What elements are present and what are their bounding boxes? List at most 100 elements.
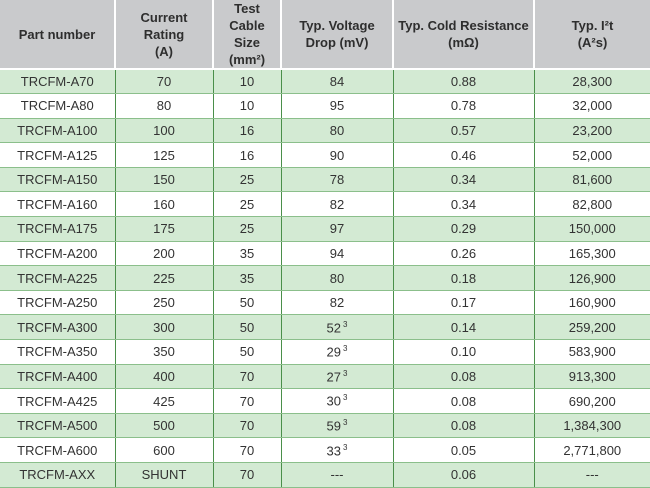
cell-cold-resistance-value: 0.88 — [450, 74, 477, 90]
cell-cold-resistance: 0.08 — [392, 364, 534, 390]
cell-part-number: TRCFM-AXX — [0, 462, 115, 488]
cell-part-number: TRCFM-A425 — [0, 388, 115, 414]
cell-cold-resistance-value: 0.57 — [450, 122, 477, 138]
cell-i2t-value: 913,300 — [568, 368, 616, 384]
header-line: Test Cable — [229, 1, 265, 33]
cell-voltage-drop: 90 — [280, 142, 393, 168]
cell-current-rating-value: 70 — [156, 74, 172, 90]
cell-voltage-drop: 29 3 — [280, 339, 393, 365]
cell-cable-size-value: 50 — [239, 344, 255, 360]
footnote-marker: 3 — [343, 442, 348, 452]
cell-part-number: TRCFM-A350 — [0, 339, 115, 365]
cell-cold-resistance-value: 0.08 — [450, 393, 477, 409]
header-unit: (A²s) — [577, 35, 608, 50]
table-row: TRCFM-A225 225 35 80 0.18 126,900 — [0, 265, 650, 291]
table-row: TRCFM-A250 250 50 82 0.17 160,900 — [0, 290, 650, 316]
cell-cable-size-value: 16 — [239, 122, 255, 138]
cell-voltage-drop-value: 95 — [329, 98, 345, 114]
cell-i2t: 23,200 — [533, 118, 650, 144]
cell-current-rating-value: 600 — [153, 442, 175, 458]
table-body: TRCFM-A70 70 10 84 0.88 28,300 TRCFM-A80 80 10 95… — [0, 68, 650, 488]
cell-part-number-value: TRCFM-A175 — [17, 221, 98, 237]
cell-cold-resistance: 0.05 — [392, 437, 534, 463]
cell-i2t-value: 23,200 — [572, 122, 613, 138]
header-line: Typ. Cold Resistance — [398, 18, 529, 33]
header-current-rating: Current Rating (A) — [114, 0, 213, 70]
cell-current-rating: 70 — [114, 68, 213, 95]
cell-part-number-value: TRCFM-AXX — [19, 467, 96, 483]
cell-i2t-value: 160,900 — [568, 295, 616, 311]
cell-i2t: 1,384,300 — [533, 413, 650, 439]
cell-cold-resistance: 0.57 — [392, 118, 534, 144]
cell-voltage-drop: 84 — [280, 68, 393, 95]
cell-i2t: 32,000 — [533, 93, 650, 119]
cell-part-number-value: TRCFM-A500 — [17, 418, 98, 434]
cell-part-number-value: TRCFM-A225 — [17, 270, 98, 286]
cell-i2t: 28,300 — [533, 68, 650, 95]
cell-cold-resistance: 0.18 — [392, 265, 534, 291]
cell-cable-size-value: 10 — [239, 98, 255, 114]
cell-part-number: TRCFM-A160 — [0, 191, 115, 218]
cell-cold-resistance: 0.08 — [392, 413, 534, 439]
cell-cold-resistance: 0.06 — [392, 462, 534, 488]
cell-i2t-value: 81,600 — [572, 172, 613, 188]
cell-voltage-drop-value: 84 — [329, 74, 345, 90]
cell-i2t: 913,300 — [533, 364, 650, 390]
cell-part-number-value: TRCFM-A425 — [17, 393, 98, 409]
cell-voltage-drop-value: 82 — [329, 295, 345, 311]
table-row: TRCFM-A300 300 50 52 3 0.14 259,200 — [0, 314, 650, 341]
cell-cable-size: 50 — [212, 314, 281, 341]
cell-cable-size: 25 — [212, 216, 281, 242]
cell-voltage-drop: 30 3 — [280, 388, 393, 414]
cell-voltage-drop: 59 3 — [280, 413, 393, 439]
cell-cold-resistance: 0.10 — [392, 339, 534, 365]
cell-current-rating: 150 — [114, 167, 213, 193]
table-row: TRCFM-A600 600 70 33 3 0.05 2,771,800 — [0, 437, 650, 463]
cell-i2t-value: 82,800 — [572, 196, 613, 212]
cell-part-number: TRCFM-A175 — [0, 216, 115, 242]
table-row: TRCFM-AXX SHUNT 70 --- 0.06 --- — [0, 462, 650, 488]
cell-cable-size-value: 50 — [239, 319, 255, 335]
cell-cold-resistance: 0.14 — [392, 314, 534, 341]
cell-cold-resistance-value: 0.05 — [450, 442, 477, 458]
cell-voltage-drop-value: --- — [330, 467, 344, 483]
cell-part-number: TRCFM-A70 — [0, 68, 115, 95]
cell-i2t-value: 165,300 — [568, 245, 616, 261]
cell-i2t: 2,771,800 — [533, 437, 650, 463]
cell-voltage-drop: 27 3 — [280, 364, 393, 390]
footnote-marker: 3 — [343, 393, 348, 403]
table-row: TRCFM-A175 175 25 97 0.29 150,000 — [0, 216, 650, 242]
header-row: Part number Current Rating (A) Test Cable… — [0, 0, 650, 70]
cell-voltage-drop-value: 29 — [326, 344, 341, 360]
cell-cold-resistance: 0.29 — [392, 216, 534, 242]
table-row: TRCFM-A350 350 50 29 3 0.10 583,900 — [0, 339, 650, 365]
cell-i2t: 82,800 — [533, 191, 650, 218]
cell-part-number-value: TRCFM-A200 — [17, 245, 98, 261]
cell-cable-size-value: 70 — [239, 442, 255, 458]
cell-part-number: TRCFM-A100 — [0, 118, 115, 144]
cell-part-number-value: TRCFM-A70 — [20, 74, 94, 90]
cell-cable-size: 25 — [212, 191, 281, 218]
cell-current-rating: 225 — [114, 265, 213, 291]
cell-current-rating: 600 — [114, 437, 213, 463]
cell-part-number: TRCFM-A250 — [0, 290, 115, 316]
cell-current-rating: 400 — [114, 364, 213, 390]
table-row: TRCFM-A160 160 25 82 0.34 82,800 — [0, 191, 650, 218]
cell-voltage-drop-value: 80 — [329, 122, 345, 138]
cell-cable-size: 35 — [212, 241, 281, 267]
cell-cable-size-value: 70 — [239, 418, 255, 434]
cell-voltage-drop: 95 — [280, 93, 393, 119]
header-voltage-drop: Typ. Voltage Drop (mV) — [280, 0, 393, 70]
header-line: Part number — [18, 26, 96, 42]
cell-voltage-drop-value: 82 — [329, 196, 345, 212]
cell-current-rating-value: 175 — [153, 221, 175, 237]
cell-current-rating: 350 — [114, 339, 213, 365]
cell-current-rating-value: 80 — [156, 98, 172, 114]
cell-cold-resistance: 0.17 — [392, 290, 534, 316]
cell-i2t: 52,000 — [533, 142, 650, 168]
cell-cable-size: 70 — [212, 388, 281, 414]
cell-current-rating: 100 — [114, 118, 213, 144]
cell-i2t-value: 583,900 — [568, 344, 616, 360]
cell-cold-resistance: 0.46 — [392, 142, 534, 168]
header-unit: Size (mm²) — [228, 35, 266, 67]
